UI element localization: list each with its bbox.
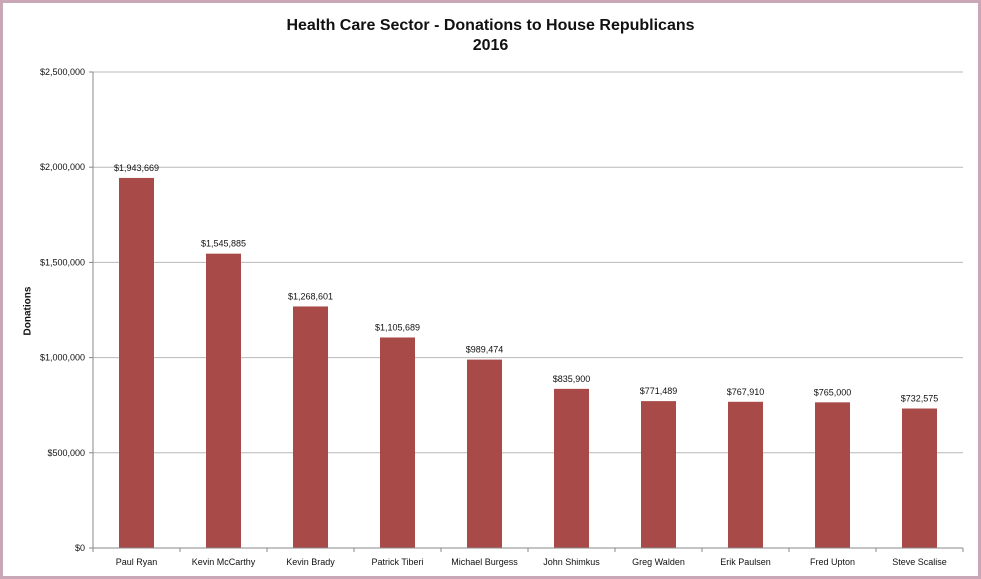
category-label: Michael Burgess bbox=[451, 557, 518, 567]
category-labels: Paul Ryan Kevin McCarthy Kevin Brady Patric… bbox=[92, 548, 964, 567]
category-label: Greg Walden bbox=[632, 557, 685, 567]
data-label: $1,105,689 bbox=[375, 322, 420, 332]
y-tick-label: $2,000,000 bbox=[40, 162, 85, 172]
y-axis-ticks: $0 $500,000 $1,000,000 $1,500,000 $2,000,000… bbox=[40, 67, 93, 553]
bars bbox=[119, 177, 937, 548]
data-label: $835,900 bbox=[553, 374, 591, 384]
data-label: $1,545,885 bbox=[201, 239, 246, 249]
chart-title-line-1: Health Care Sector - Donations to House … bbox=[286, 17, 695, 34]
y-tick-label: $1,500,000 bbox=[40, 257, 85, 267]
data-label: $1,943,669 bbox=[114, 163, 159, 173]
category-label: Steve Scalise bbox=[892, 557, 947, 567]
y-tick-label: $1,000,000 bbox=[40, 353, 85, 363]
y-tick-label: $2,500,000 bbox=[40, 67, 85, 77]
data-label: $765,000 bbox=[814, 387, 852, 397]
category-label: John Shimkus bbox=[543, 557, 600, 567]
data-label: $732,575 bbox=[901, 394, 939, 404]
bar bbox=[206, 253, 241, 548]
bar bbox=[728, 401, 763, 548]
bar bbox=[467, 359, 502, 548]
y-tick-label: $0 bbox=[75, 543, 85, 553]
data-label: $767,910 bbox=[727, 387, 765, 397]
bar bbox=[293, 306, 328, 548]
bar bbox=[119, 177, 154, 548]
bar bbox=[380, 337, 415, 548]
bar bbox=[902, 408, 937, 548]
category-label: Patrick Tiberi bbox=[371, 557, 423, 567]
data-labels: $1,943,669 $1,545,885 $1,268,601 $1,105,689… bbox=[114, 163, 938, 404]
data-label: $771,489 bbox=[640, 386, 678, 396]
category-label: Paul Ryan bbox=[116, 557, 158, 567]
bar bbox=[641, 401, 676, 548]
category-label: Erik Paulsen bbox=[720, 557, 771, 567]
data-label: $1,268,601 bbox=[288, 291, 333, 301]
category-label: Kevin McCarthy bbox=[192, 557, 256, 567]
y-tick-label: $500,000 bbox=[47, 448, 85, 458]
bar bbox=[815, 402, 850, 548]
data-label: $989,474 bbox=[466, 345, 504, 355]
bar bbox=[554, 388, 589, 548]
category-label: Fred Upton bbox=[810, 557, 855, 567]
chart-title: Health Care Sector - Donations to House … bbox=[0, 16, 981, 56]
chart-title-line-2: 2016 bbox=[472, 37, 509, 54]
category-label: Kevin Brady bbox=[286, 557, 335, 567]
